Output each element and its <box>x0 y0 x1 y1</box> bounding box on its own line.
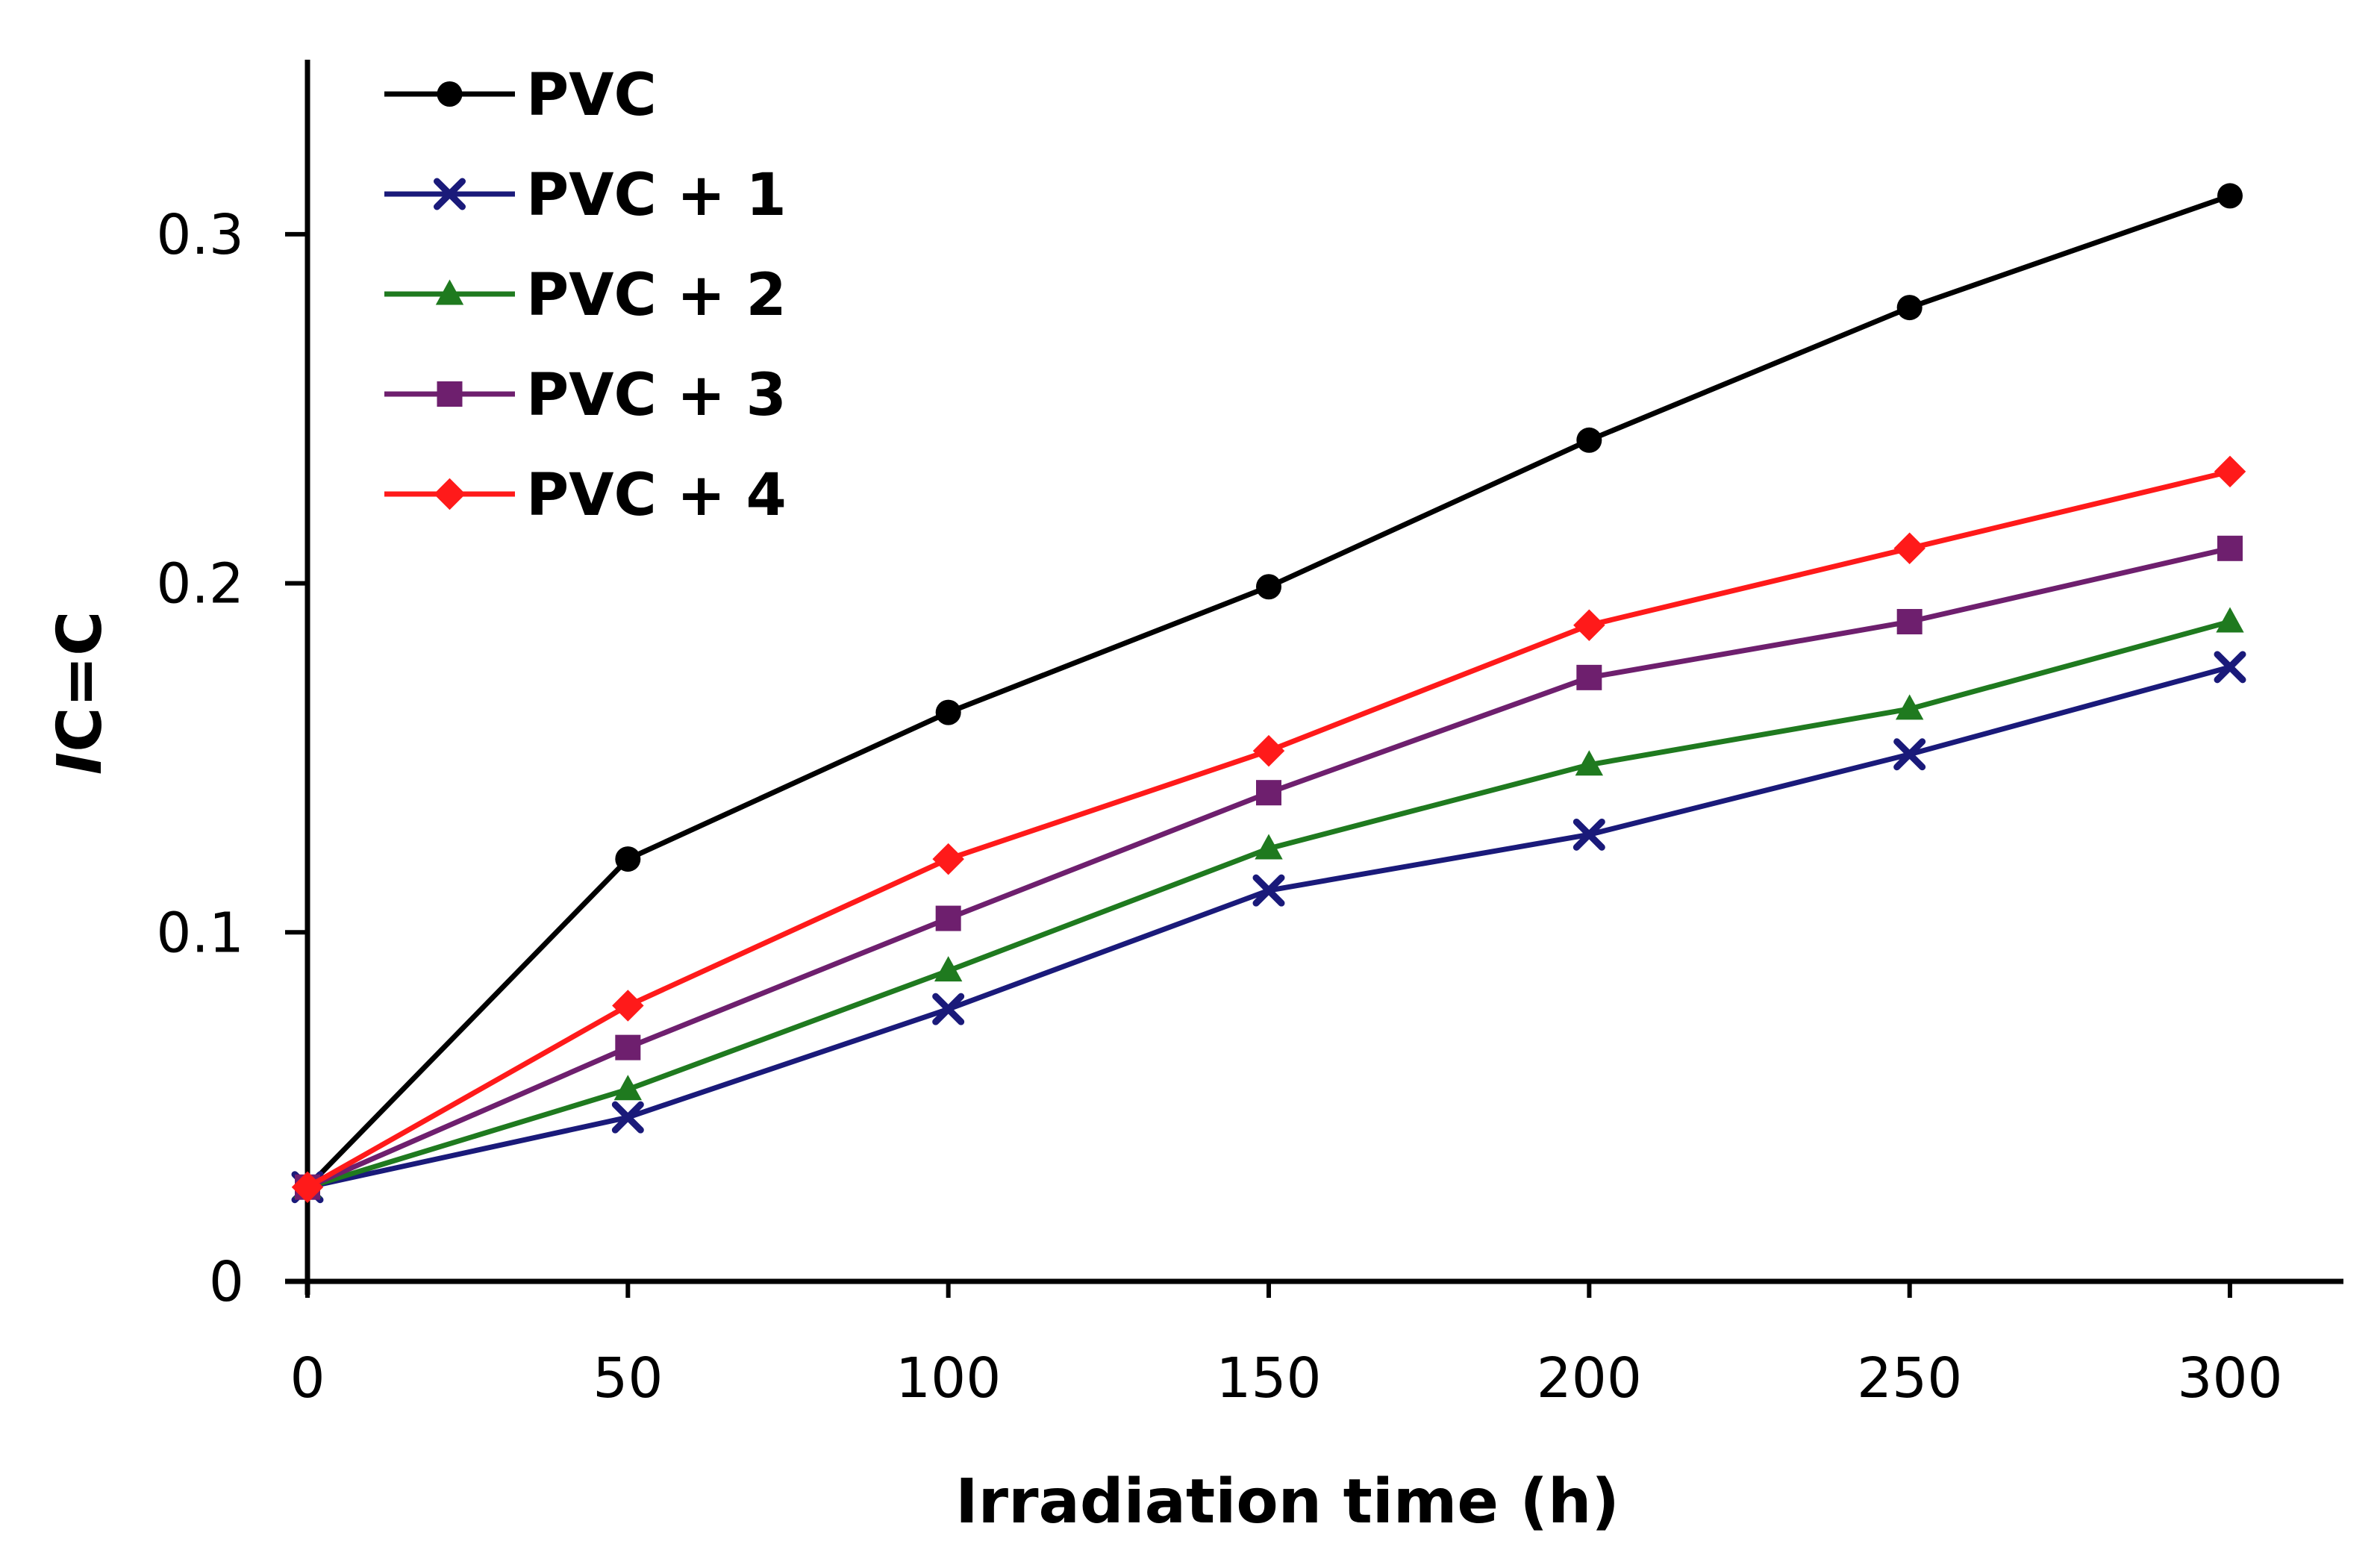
legend-label: PVC + 1 <box>526 162 787 229</box>
data-point <box>1252 734 1285 767</box>
legend-marker <box>437 81 463 107</box>
legend-label: PVC + 4 <box>526 462 787 529</box>
data-point <box>1893 532 1925 565</box>
legend-item: PVC + 3 <box>384 362 787 429</box>
y-tick-label: 0 <box>209 1250 244 1314</box>
series-line <box>306 619 2231 1190</box>
data-point <box>613 1075 643 1101</box>
legend-label: PVC + 2 <box>526 262 787 329</box>
data-point <box>1896 295 1923 321</box>
y-tick-label: 0.2 <box>156 552 244 616</box>
data-point <box>1576 664 1602 690</box>
data-point <box>615 846 641 872</box>
data-point <box>1575 750 1604 776</box>
data-point <box>2216 607 2244 633</box>
series-3 <box>295 535 2243 1200</box>
series-line <box>305 193 2231 1190</box>
data-point <box>934 956 963 982</box>
data-point <box>612 990 644 1022</box>
data-point <box>615 1034 641 1060</box>
data-point <box>2217 183 2243 209</box>
data-point <box>2217 535 2243 561</box>
x-tick-label: 200 <box>1537 1346 1642 1410</box>
data-point <box>611 1101 644 1134</box>
y-axis-title-italic: I <box>45 752 116 775</box>
y-axis-title: IC=C <box>45 611 116 775</box>
data-point <box>1576 427 1602 453</box>
legend-label: PVC <box>526 62 657 129</box>
legend-item: PVC + 4 <box>384 462 787 529</box>
x-tick-label: 250 <box>1857 1346 1962 1410</box>
legend-label: PVC + 3 <box>526 362 787 429</box>
data-point <box>1572 818 1605 851</box>
data-point <box>1573 609 1605 641</box>
data-point <box>935 905 961 931</box>
y-tick-label: 0.1 <box>156 901 244 965</box>
legend-item: PVC <box>384 62 657 129</box>
data-point <box>1893 738 1926 771</box>
series-layer <box>291 183 2246 1204</box>
legend-item: PVC + 1 <box>384 162 787 229</box>
series-4 <box>291 455 2246 1203</box>
legend-marker <box>434 478 466 510</box>
data-point <box>1895 694 1924 720</box>
x-axis-title: Irradiation time (h) <box>955 1466 1620 1537</box>
data-point <box>1252 874 1285 907</box>
x-tick-label: 0 <box>290 1346 325 1410</box>
axes: 0 0.1 0.2 0.3 0 50 100 150 200 250 300 <box>156 60 2343 1410</box>
x-tick-label: 300 <box>2177 1346 2282 1410</box>
y-axis-title-rest: C=C <box>45 611 116 752</box>
y-tick-label: 0.3 <box>156 203 244 267</box>
data-point <box>1256 574 1281 600</box>
data-point <box>932 843 964 875</box>
series-2 <box>293 607 2244 1199</box>
legend-marker <box>434 178 466 210</box>
data-point <box>1255 834 1283 860</box>
x-tick-label: 100 <box>896 1346 1001 1410</box>
legend: PVC PVC + 1 PVC + 2 PVC + 3 PVC + 4 <box>384 62 787 529</box>
data-point <box>1896 609 1923 635</box>
series-0 <box>295 183 2243 1200</box>
data-point <box>1256 780 1281 806</box>
legend-marker <box>437 381 463 407</box>
x-tick-label: 150 <box>1216 1346 1321 1410</box>
data-point <box>932 993 965 1025</box>
legend-marker <box>435 279 464 305</box>
data-point <box>935 699 961 725</box>
legend-item: PVC + 2 <box>384 262 787 329</box>
data-point <box>2214 455 2246 488</box>
series-line <box>306 546 2231 1190</box>
data-point <box>291 1171 324 1203</box>
data-point <box>2214 651 2246 684</box>
x-tick-label: 50 <box>593 1346 663 1410</box>
